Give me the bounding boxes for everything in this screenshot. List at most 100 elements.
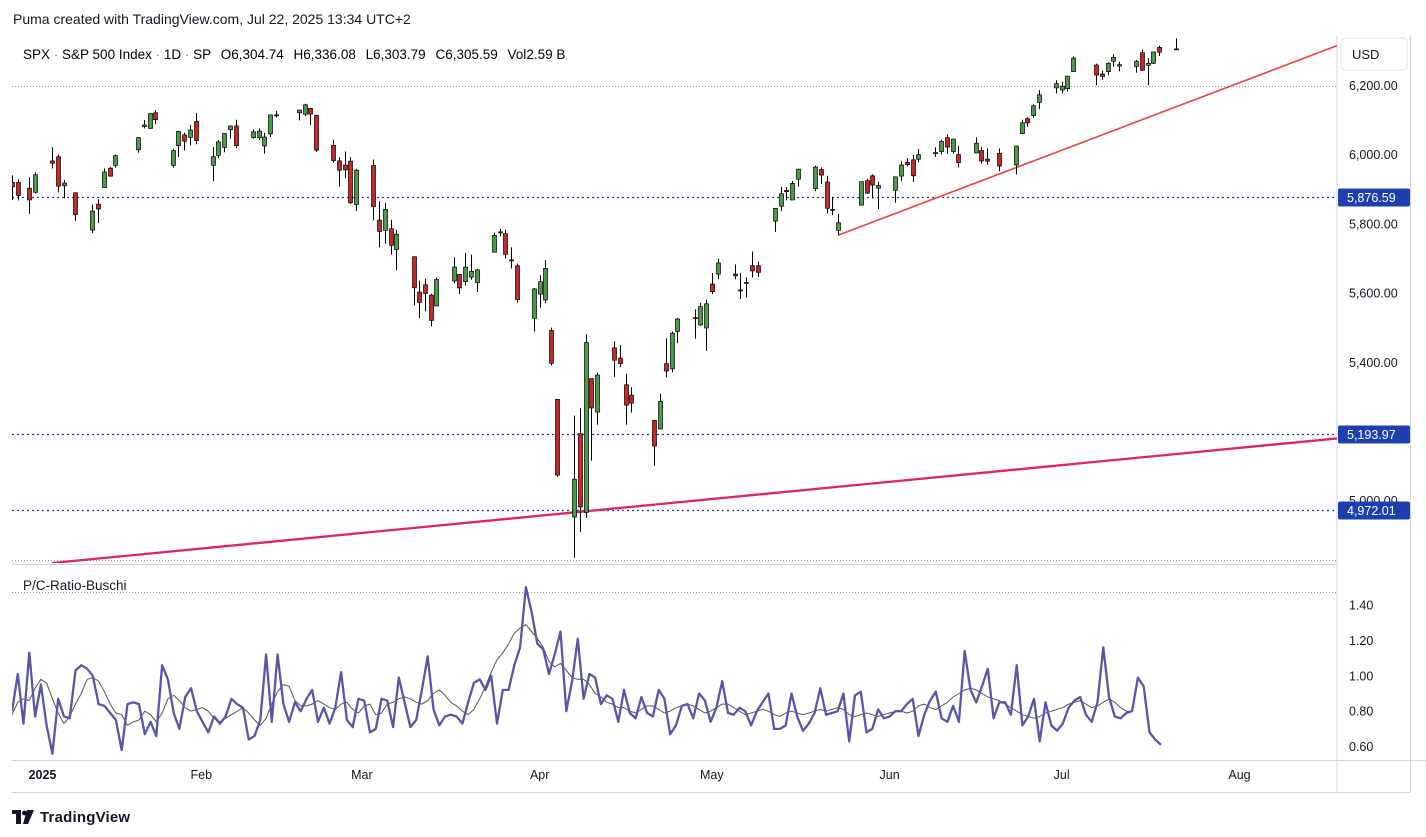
candle[interactable] <box>452 257 457 284</box>
candle[interactable] <box>756 261 761 278</box>
candle[interactable] <box>1031 104 1036 118</box>
candle[interactable] <box>463 252 468 286</box>
candle[interactable] <box>234 119 239 149</box>
candle[interactable] <box>262 132 267 154</box>
candle[interactable] <box>434 277 439 307</box>
trendline[interactable] <box>52 437 1337 563</box>
candle[interactable] <box>503 229 508 259</box>
candle[interactable] <box>974 137 979 154</box>
candle[interactable] <box>956 145 961 168</box>
candle[interactable] <box>555 398 560 477</box>
candle[interactable] <box>377 201 382 248</box>
candle[interactable] <box>979 146 984 164</box>
candle[interactable] <box>331 139 336 163</box>
candle[interactable] <box>176 130 181 157</box>
candle[interactable] <box>675 317 680 344</box>
candle[interactable] <box>532 287 537 332</box>
candle[interactable] <box>859 181 864 206</box>
candle[interactable] <box>337 157 342 187</box>
candle[interactable] <box>1117 61 1122 72</box>
candle[interactable] <box>985 148 990 165</box>
candle[interactable] <box>1065 75 1070 92</box>
candle[interactable] <box>733 264 738 280</box>
candle[interactable] <box>744 277 749 298</box>
candle[interactable] <box>584 334 589 519</box>
candle[interactable] <box>589 378 594 461</box>
candle[interactable] <box>836 213 841 236</box>
candle[interactable] <box>383 203 388 244</box>
candle[interactable] <box>738 273 743 299</box>
candle[interactable] <box>893 176 898 203</box>
candle[interactable] <box>1094 63 1099 86</box>
candle[interactable] <box>1020 119 1025 135</box>
candle[interactable] <box>899 161 904 182</box>
candle[interactable] <box>796 168 801 187</box>
candle[interactable] <box>790 180 795 201</box>
candle[interactable] <box>704 299 709 351</box>
candle[interactable] <box>188 124 193 146</box>
candle[interactable] <box>939 139 944 155</box>
currency-button[interactable]: USD <box>1340 37 1408 71</box>
candle[interactable] <box>457 274 462 295</box>
candle[interactable] <box>595 372 600 425</box>
candle[interactable] <box>108 167 113 177</box>
candle[interactable] <box>716 258 721 280</box>
candle[interactable] <box>710 273 715 295</box>
tradingview-logo[interactable]: TradingView <box>12 806 130 828</box>
candle[interactable] <box>1134 60 1139 73</box>
candle[interactable] <box>492 232 497 253</box>
candle[interactable] <box>417 280 422 318</box>
candle[interactable] <box>303 103 308 117</box>
candle[interactable] <box>1054 80 1059 94</box>
candle[interactable] <box>1111 54 1116 67</box>
candle[interactable] <box>222 133 227 153</box>
candle[interactable] <box>612 341 617 377</box>
candle[interactable] <box>549 327 554 366</box>
trendline[interactable] <box>837 44 1337 237</box>
candle[interactable] <box>509 247 514 269</box>
candle[interactable] <box>251 129 256 139</box>
candle[interactable] <box>348 157 353 204</box>
candle[interactable] <box>33 172 38 194</box>
candle[interactable] <box>274 110 279 118</box>
candle[interactable] <box>911 155 916 182</box>
candle[interactable] <box>56 154 61 193</box>
candle[interactable] <box>257 128 262 141</box>
candle[interactable] <box>216 140 221 159</box>
candle[interactable] <box>11 175 15 200</box>
candle[interactable] <box>865 178 870 194</box>
candle[interactable] <box>543 260 548 304</box>
candle[interactable] <box>997 148 1002 172</box>
candle[interactable] <box>389 219 394 255</box>
candle[interactable] <box>905 158 910 167</box>
candle[interactable] <box>153 110 158 125</box>
candle[interactable] <box>652 420 657 466</box>
candle[interactable] <box>412 256 417 306</box>
candle[interactable] <box>1106 62 1111 76</box>
candle[interactable] <box>62 179 67 199</box>
candle[interactable] <box>16 179 21 201</box>
candle[interactable] <box>945 134 950 154</box>
candle[interactable] <box>50 147 55 169</box>
candle[interactable] <box>182 132 187 151</box>
candle[interactable] <box>469 254 474 280</box>
candle[interactable] <box>693 309 698 339</box>
candle[interactable] <box>308 107 313 125</box>
candle[interactable] <box>784 187 789 201</box>
candle[interactable] <box>750 251 755 278</box>
candle[interactable] <box>916 149 921 163</box>
candle[interactable] <box>211 147 216 182</box>
candle[interactable] <box>1014 145 1019 175</box>
candle[interactable] <box>142 120 147 129</box>
pc-ratio-series-line[interactable] <box>12 586 1162 755</box>
candle[interactable] <box>371 159 376 221</box>
candle[interactable] <box>779 186 784 212</box>
candle[interactable] <box>113 154 118 168</box>
pc-ratio-pane[interactable]: P/C-Ratio-Buschi <box>12 578 1162 755</box>
candle[interactable] <box>876 181 881 209</box>
candle[interactable] <box>90 204 95 234</box>
pc-lines[interactable] <box>12 586 1162 755</box>
candle[interactable] <box>354 168 359 212</box>
candle[interactable] <box>423 278 428 312</box>
